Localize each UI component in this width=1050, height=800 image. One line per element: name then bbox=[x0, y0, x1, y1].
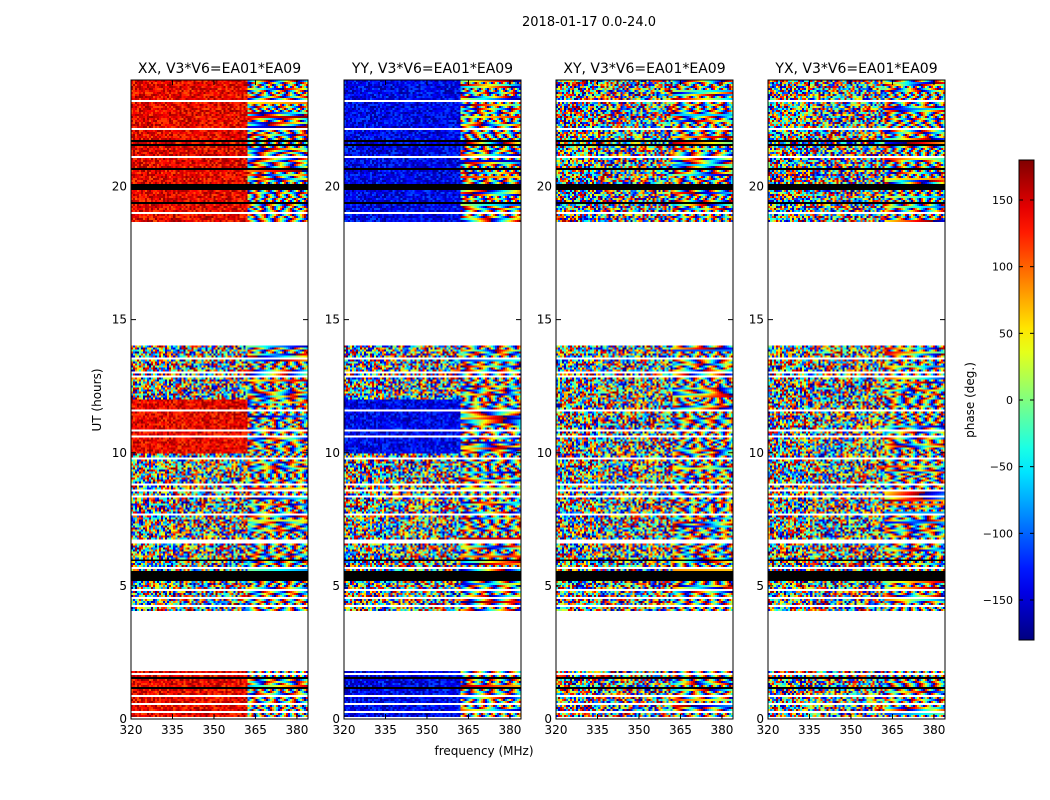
y-tick-label: 0 bbox=[332, 712, 340, 726]
y-tick-label: 5 bbox=[544, 579, 552, 593]
x-tick-label: 365 bbox=[881, 723, 904, 737]
x-tick-label: 365 bbox=[457, 723, 480, 737]
x-tick-label: 380 bbox=[285, 723, 308, 737]
panel-frame bbox=[555, 79, 734, 720]
x-tick-label: 335 bbox=[586, 723, 609, 737]
panel-frame bbox=[130, 79, 309, 720]
heatmap-yx bbox=[768, 80, 945, 719]
y-tick-label: 10 bbox=[749, 446, 764, 460]
y-tick-label: 15 bbox=[325, 313, 340, 327]
y-tick-label: 0 bbox=[756, 712, 764, 726]
x-tick-label: 350 bbox=[203, 723, 226, 737]
heatmap-xy bbox=[556, 80, 733, 719]
colorbar-label: phase (deg.) bbox=[963, 362, 977, 438]
y-tick-label: 0 bbox=[119, 712, 127, 726]
colorbar-tick-label: −100 bbox=[983, 527, 1013, 540]
heatmap-yy bbox=[344, 80, 521, 719]
panel-title: XX, V3*V6=EA01*EA09 bbox=[138, 61, 301, 77]
y-tick-label: 15 bbox=[749, 313, 764, 327]
x-tick-label: 380 bbox=[498, 723, 521, 737]
y-tick-label: 10 bbox=[325, 446, 340, 460]
y-tick-label: 5 bbox=[119, 579, 127, 593]
panel-xx: XX, V3*V6=EA01*EA09 0 5 10 15 20 320 335 350 365 3… bbox=[112, 61, 309, 737]
colorbar-tick-label: −50 bbox=[990, 461, 1013, 474]
y-tick-label: 0 bbox=[544, 712, 552, 726]
panels: XX, V3*V6=EA01*EA09 0 5 10 15 20 320 335 350 365 3… bbox=[112, 61, 946, 737]
colorbar-tick-label: 150 bbox=[992, 194, 1013, 207]
y-tick-label: 20 bbox=[749, 180, 764, 194]
x-tick-label: 380 bbox=[922, 723, 945, 737]
panel-xy: XY, V3*V6=EA01*EA09 0 5 10 15 20 320 335 350 365 3… bbox=[537, 61, 734, 737]
y-axis-label: UT (hours) bbox=[90, 368, 104, 431]
y-tick-label: 5 bbox=[756, 579, 764, 593]
y-tick-label: 15 bbox=[112, 313, 127, 327]
y-tick-label: 10 bbox=[112, 446, 127, 460]
x-axis-label: frequency (MHz) bbox=[434, 744, 533, 758]
panel-title: YY, V3*V6=EA01*EA09 bbox=[351, 61, 513, 77]
y-tick-label: 10 bbox=[537, 446, 552, 460]
x-tick-label: 320 bbox=[333, 723, 356, 737]
y-tick-label: 15 bbox=[537, 313, 552, 327]
x-tick-label: 350 bbox=[628, 723, 651, 737]
panel-yy: YY, V3*V6=EA01*EA09 0 5 10 15 20 320 335 350 365 3… bbox=[325, 61, 522, 737]
y-tick-label: 20 bbox=[112, 180, 127, 194]
x-tick-label: 350 bbox=[416, 723, 439, 737]
x-tick-label: 380 bbox=[710, 723, 733, 737]
x-tick-label: 365 bbox=[669, 723, 692, 737]
colorbar-tick-label: −150 bbox=[983, 594, 1013, 607]
x-tick-label: 335 bbox=[798, 723, 821, 737]
panel-yx: YX, V3*V6=EA01*EA09 0 5 10 15 20 320 335 350 365 3… bbox=[749, 61, 946, 737]
x-tick-label: 365 bbox=[244, 723, 267, 737]
panel-frame bbox=[343, 79, 522, 720]
colorbar-tick-label: 100 bbox=[992, 261, 1013, 274]
y-tick-label: 20 bbox=[325, 180, 340, 194]
colorbar-tick-label: 50 bbox=[999, 327, 1013, 340]
x-tick-label: 320 bbox=[545, 723, 568, 737]
colorbar: −150 −100 −50 0 50 100 150 bbox=[983, 159, 1035, 641]
colorbar-tick-label: 0 bbox=[1006, 394, 1013, 407]
panel-title: XY, V3*V6=EA01*EA09 bbox=[563, 61, 725, 77]
x-tick-label: 335 bbox=[374, 723, 397, 737]
x-tick-label: 350 bbox=[840, 723, 863, 737]
heatmap-xx bbox=[131, 80, 308, 719]
x-tick-label: 320 bbox=[120, 723, 143, 737]
panel-title: YX, V3*V6=EA01*EA09 bbox=[774, 61, 937, 77]
x-tick-label: 320 bbox=[757, 723, 780, 737]
x-tick-label: 335 bbox=[161, 723, 184, 737]
y-tick-label: 5 bbox=[332, 579, 340, 593]
figure-title: 2018-01-17 0.0-24.0 bbox=[522, 15, 656, 30]
y-tick-label: 20 bbox=[537, 180, 552, 194]
panel-frame bbox=[767, 79, 946, 720]
